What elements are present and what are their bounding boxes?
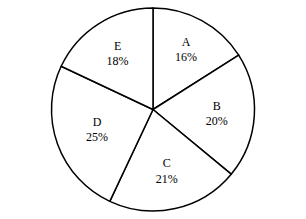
svg-text:C21%: C21% (156, 156, 178, 186)
svg-text:B20%: B20% (206, 99, 228, 129)
svg-text:A16%: A16% (175, 35, 197, 65)
svg-text:E18%: E18% (107, 39, 129, 69)
svg-text:D25%: D25% (86, 115, 108, 145)
